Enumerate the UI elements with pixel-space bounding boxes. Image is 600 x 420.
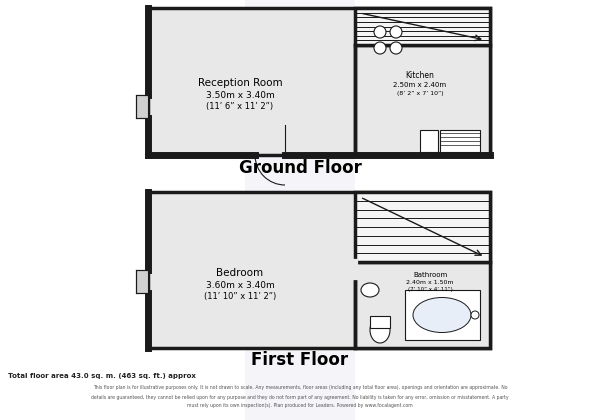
Circle shape — [390, 26, 402, 38]
Text: 3.50m x 3.40m: 3.50m x 3.40m — [206, 90, 274, 100]
Circle shape — [374, 26, 386, 38]
Circle shape — [390, 42, 402, 54]
Circle shape — [471, 311, 479, 319]
Text: 2.50m x 2.40m: 2.50m x 2.40m — [394, 82, 446, 88]
Text: (11’ 10” x 11’ 2”): (11’ 10” x 11’ 2”) — [204, 292, 276, 302]
Text: Bedroom: Bedroom — [217, 268, 263, 278]
Bar — [355, 8, 490, 45]
Text: Bathroom: Bathroom — [413, 272, 447, 278]
Bar — [355, 45, 490, 155]
Text: 2.40m x 1.50m: 2.40m x 1.50m — [406, 279, 454, 284]
Text: (8’ 2” x 7’ 10”): (8’ 2” x 7’ 10”) — [397, 92, 443, 97]
Text: details are guaranteed, they cannot be relied upon for any purpose and they do n: details are guaranteed, they cannot be r… — [91, 394, 509, 399]
Bar — [355, 192, 490, 262]
Text: (7’ 10” x 4’ 11”): (7’ 10” x 4’ 11”) — [407, 286, 452, 291]
Text: Total floor area 43.0 sq. m. (463 sq. ft.) approx: Total floor area 43.0 sq. m. (463 sq. ft… — [8, 373, 196, 379]
Text: 3.60m x 3.40m: 3.60m x 3.40m — [206, 281, 274, 289]
Bar — [355, 262, 490, 348]
Circle shape — [374, 42, 386, 54]
Bar — [148, 192, 490, 348]
Ellipse shape — [361, 283, 379, 297]
Ellipse shape — [370, 317, 390, 343]
Text: must rely upon its own inspection(s). Plan produced for Leaders. Powered by www.: must rely upon its own inspection(s). Pl… — [187, 404, 413, 409]
Bar — [136, 270, 148, 293]
Text: LEADERS: LEADERS — [236, 258, 364, 282]
Text: Kitchen: Kitchen — [406, 71, 434, 79]
Bar — [136, 95, 148, 118]
Bar — [245, 0, 355, 420]
Text: (11’ 6” x 11’ 2”): (11’ 6” x 11’ 2”) — [206, 102, 274, 111]
Bar — [440, 130, 480, 152]
Bar — [370, 316, 390, 328]
Bar — [420, 130, 438, 152]
Text: Reception Room: Reception Room — [197, 78, 283, 88]
Text: First Floor: First Floor — [251, 351, 349, 369]
Bar — [148, 8, 490, 155]
Text: This floor plan is for illustrative purposes only. It is not drawn to scale. Any: This floor plan is for illustrative purp… — [92, 386, 508, 391]
Ellipse shape — [413, 297, 471, 333]
Text: Ground Floor: Ground Floor — [239, 159, 361, 177]
Bar — [405, 290, 480, 340]
